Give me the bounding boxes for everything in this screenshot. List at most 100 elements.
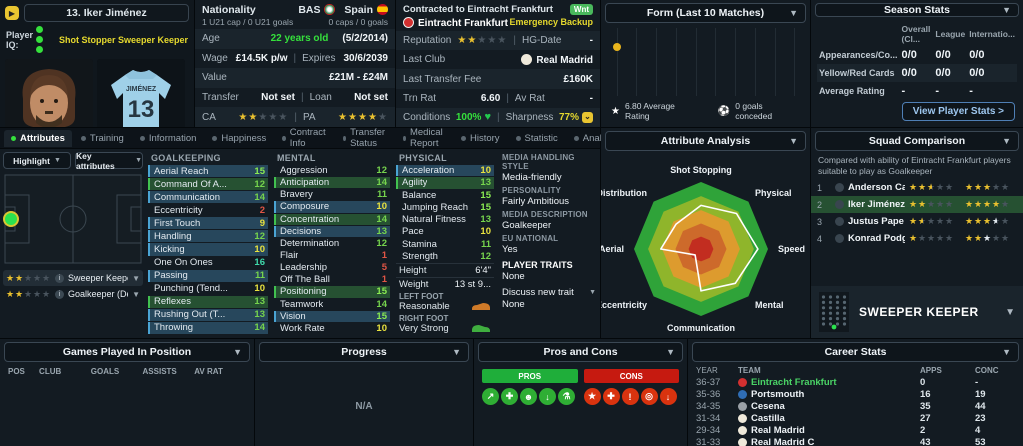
season-stats-panel: Season Stats ▼ Overall (Cl... League Intern… <box>811 0 1023 127</box>
highlight-dropdown[interactable]: Highlight ▼ <box>3 152 71 169</box>
chevron-down-icon: ▼ <box>132 289 140 299</box>
info-icon: i <box>55 273 64 283</box>
squad-status: Emergency Backup <box>509 17 593 27</box>
tab-dot-icon <box>11 135 16 141</box>
club-name[interactable]: Eintracht Frankfurt <box>403 17 508 29</box>
experiment-flask-icon: ⚗ <box>558 388 575 405</box>
attribute-row-first-touch: First Touch 9 <box>148 217 268 230</box>
value-row: Value £21M - £24M <box>195 68 395 88</box>
gk-position-dot[interactable] <box>3 211 19 227</box>
career-row-eintracht-frankfurt[interactable]: 36-37 Eintracht Frankfurt 0- <box>696 376 979 388</box>
reputation-row: Reputation ★★★★★ | HG-Date - <box>396 31 600 51</box>
player-photo <box>5 59 93 127</box>
birth-date: (5/2/2014) <box>342 33 388 45</box>
attribute-row-flair: Flair 1 <box>280 250 387 262</box>
attribute-radar-chart: Shot Stopping Physical Speed Mental Communic… <box>601 165 805 333</box>
squad-comparison-row-iker-jim-nez[interactable]: 2 Iker Jiménez ★ ★ ★ ★ ★ ★ ★ ★ ★ ★ <box>811 196 1023 214</box>
form-match-point[interactable] <box>612 43 621 52</box>
tab-dot-icon <box>80 135 86 141</box>
tab-attributes[interactable]: Attributes <box>4 129 72 147</box>
tab-transfer-status[interactable]: Transfer Status <box>336 124 394 152</box>
sweeper-keeper-bar[interactable]: SWEEPER KEEPER ▼ <box>811 286 1023 338</box>
attribute-row-concentration: Concentration 14 <box>274 213 390 225</box>
chevron-down-icon: ▼ <box>1002 5 1011 15</box>
squad-comparison-selector[interactable]: Squad Comparison ▼ <box>815 131 1019 151</box>
personal-trainer-icon: ✚ <box>501 388 518 405</box>
club-badge-icon <box>738 389 747 399</box>
key-attributes-dropdown[interactable]: Key attributes ▼ <box>75 150 143 171</box>
attribute-row-bravery: Bravery 11 <box>280 189 387 201</box>
tab-happiness[interactable]: Happiness <box>205 130 273 147</box>
condition-heart-icon: ♥ <box>484 111 491 124</box>
mentality-icon: ☻ <box>520 388 537 405</box>
chevron-down-icon: ▼ <box>789 136 798 146</box>
cons-column: CONS ★ ✚! ◎ ↓ <box>583 369 679 444</box>
av-rat-value: - <box>589 92 593 104</box>
tab-medical-report[interactable]: Medical Report <box>396 124 452 152</box>
career-row-real-madrid[interactable]: 29-34 Real Madrid 2 4 <box>696 424 981 436</box>
goals-conceded-label: 0 goals conceded <box>735 101 773 121</box>
tab-dot-icon <box>515 135 521 141</box>
physical-column: PHYSICAL Acceleration 10 Agility 13 Balance 1… <box>394 149 498 338</box>
last-club-row: Last Club Real Madrid <box>403 53 593 66</box>
player-kit: JIMÉNEZ 13 <box>97 59 185 127</box>
svg-text:Speed: Speed <box>778 244 805 254</box>
club-badge-icon <box>738 401 747 411</box>
role-row-goalkeeper-de[interactable]: ★★★★★ i Goalkeeper (De) ▼ <box>6 289 140 299</box>
form-panel-selector[interactable]: Form (Last 10 Matches) ▼ <box>605 3 806 23</box>
mental-header: MENTAL <box>277 153 316 163</box>
attribute-row-work-rate: Work Rate 10 <box>280 322 387 334</box>
loan-status: Not set <box>354 92 388 104</box>
tab-analysis[interactable]: Analysis <box>567 130 625 147</box>
tab-contract-info[interactable]: Contract Info <box>275 124 334 152</box>
player-name[interactable]: 13. Iker Jiménez <box>24 4 189 22</box>
career-row-castilla[interactable]: 31-34 Castilla 27 23 <box>696 412 986 424</box>
tab-bar: Attributes Training Information Happiness Co… <box>0 127 618 149</box>
view-player-stats-button[interactable]: View Player Stats > <box>901 102 1015 121</box>
ca-stars: ★★★★★ <box>909 199 954 210</box>
squad-comparison-panel: Squad Comparison ▼ Compared with ability … <box>811 128 1023 338</box>
career-stats-panel: Career Stats ▼ YEAR TEAM APPS CONC 36-37 Eint… <box>688 339 1023 446</box>
star-icon: ★ <box>611 105 620 117</box>
physical-extra: Height 6'4" Weight 13 st 9... LEFT FOOT Re… <box>396 263 494 335</box>
attribute-row-communication: Communication 14 <box>148 191 268 204</box>
player-face-icon <box>835 183 844 193</box>
season-stats-selector[interactable]: Season Stats ▼ <box>815 3 1019 17</box>
discuss-new-trait-dropdown[interactable]: Discuss new trait ▼ <box>502 287 596 298</box>
career-row-real-madrid-c[interactable]: 31-33 Real Madrid C 43 53 <box>696 436 986 446</box>
media-value: Fairly Ambitious <box>502 196 570 207</box>
player-iq-label: Player IQ: <box>6 30 34 50</box>
target-icon: ◎ <box>640 388 658 405</box>
tab-history[interactable]: History <box>454 130 507 147</box>
career-stats-selector[interactable]: Career Stats ▼ <box>692 342 1019 362</box>
player-role-tags: Shot Stopper Sweeper Keeper <box>58 35 188 45</box>
middle-row: Attributes Training Information Happiness Co… <box>0 127 1023 338</box>
svg-text:Mental: Mental <box>755 300 784 310</box>
games-played-table-header: POS CLUB GOALS ASSISTS AV RAT <box>8 367 223 376</box>
squad-comparison-row-justus-pape[interactable]: 3 Justus Pape ★ ★ ★ ★ ★ ★ ★ ★ ★ ★ ★ ★ <box>811 213 1023 230</box>
last-club-value[interactable]: Real Madrid <box>521 53 593 66</box>
tab-dot-icon <box>460 135 466 141</box>
form-panel: Form (Last 10 Matches) ▼ ★ 6.80 Average Ra… <box>601 0 810 127</box>
pa-stars: ★★★★★ <box>965 182 1010 193</box>
star-rating-icon: ★ <box>583 388 601 405</box>
attribute-analysis-selector[interactable]: Attribute Analysis ▼ <box>605 131 806 151</box>
player-action-icon[interactable]: ▶ <box>5 6 19 20</box>
career-row-portsmouth[interactable]: 35-36 Portsmouth 16 19 <box>696 388 986 400</box>
pros-cons-selector[interactable]: Pros and Cons ▼ <box>478 342 683 362</box>
tab-training[interactable]: Training <box>74 130 131 147</box>
progress-selector[interactable]: Progress ▼ <box>259 342 469 362</box>
attribute-analysis-panel: Attribute Analysis ▼ Shot Stopping Physica… <box>601 128 810 338</box>
tab-statistic[interactable]: Statistic <box>509 130 565 147</box>
club-badge-icon <box>738 437 747 446</box>
tab-information[interactable]: Information <box>133 130 204 147</box>
pros-cons-panel: Pros and Cons ▼ PROS ↗ ✚ ☻ ↓ ⚗ CONS ★ ✚! ◎ ↓ <box>474 339 687 446</box>
games-played-selector[interactable]: Games Played In Position ▼ <box>4 342 250 362</box>
career-row-cesena[interactable]: 34-35 Cesena 35 44 <box>696 400 986 412</box>
heading-ability-icon: ↓ <box>539 388 556 405</box>
attribute-row-stamina: Stamina 11 <box>402 238 491 250</box>
